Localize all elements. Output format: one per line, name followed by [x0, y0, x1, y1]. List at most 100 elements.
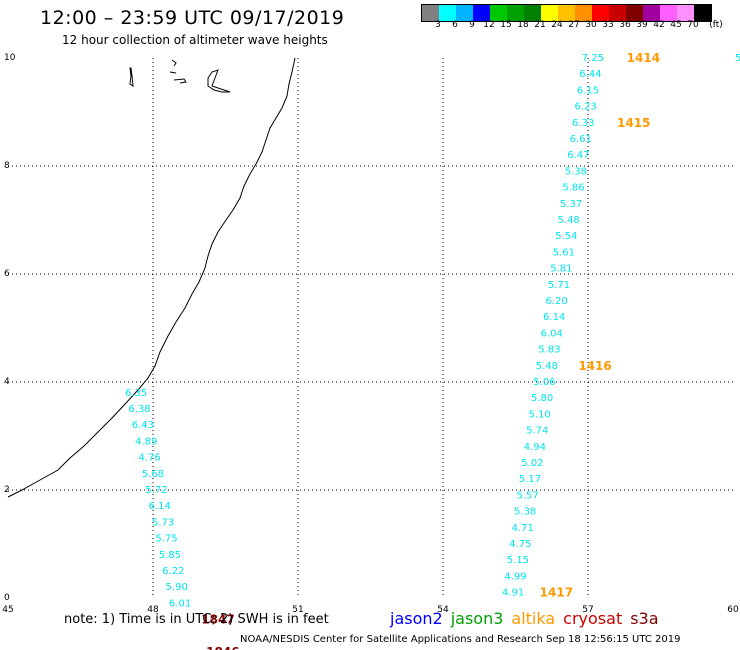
- swh-label: 5.17: [519, 474, 541, 485]
- legend-label: 36: [619, 20, 631, 30]
- pass-time-label: 1846: [206, 645, 239, 650]
- legend-swatch: [490, 5, 507, 21]
- satellite-name-cryosat: cryosat: [563, 609, 623, 628]
- coastline-path: [7, 57, 296, 498]
- legend-label: 33: [602, 20, 614, 30]
- swh-label: 6.47: [567, 150, 589, 161]
- swh-label: 5.38: [565, 166, 587, 177]
- legend-label: 24: [551, 20, 563, 30]
- legend-swatch: [473, 5, 490, 21]
- pass-time-label: 1415: [617, 116, 650, 130]
- pass-time-label: 1416: [578, 359, 611, 373]
- swh-label: 4.99: [504, 571, 526, 582]
- swh-label: 5.68: [142, 469, 164, 480]
- swh-label: 4.71: [512, 523, 534, 534]
- satellite-name-altika: altika: [511, 609, 556, 628]
- legend-label: 70: [687, 20, 699, 30]
- swh-label: 6.33: [572, 118, 594, 129]
- legend-swatch: [456, 5, 473, 21]
- pass-time-label: 1417: [540, 586, 573, 600]
- legend-swatch: [541, 5, 558, 21]
- edge-swh-label: 5: [735, 53, 740, 64]
- swh-label: 5.72: [145, 485, 167, 496]
- x-tick-label: 48: [147, 605, 159, 615]
- swh-label: 4.89: [135, 436, 157, 447]
- coastline: [7, 57, 296, 498]
- track-altika: 7.25 6.44 6.15 6.23 6.33 6.61 6.47 5.38 5.86 5.37…: [502, 51, 660, 600]
- legend-swatch: [660, 5, 677, 21]
- legend-label: 18: [517, 20, 529, 30]
- satellite-legend: jason2 jason3 altika cryosat s3a: [390, 609, 667, 628]
- swh-label: 5.74: [526, 426, 548, 437]
- legend-label: 12: [483, 20, 495, 30]
- legend-swatch: [592, 5, 609, 21]
- axis-labels: 45 48 51 54 57 60 0 2 4 6 8 10: [2, 53, 739, 615]
- swh-label: 5.48: [536, 361, 558, 372]
- y-tick-label: 6: [4, 269, 10, 279]
- legend-label: 15: [500, 20, 512, 30]
- y-tick-label: 2: [4, 485, 10, 495]
- swh-label: 6.14: [543, 312, 565, 323]
- swh-label: 5.90: [166, 582, 188, 593]
- swh-label: 5.10: [529, 409, 551, 420]
- x-tick-label: 57: [582, 605, 593, 615]
- swh-label: 5.71: [548, 280, 570, 291]
- legend-swatch: [575, 5, 592, 21]
- legend-label: 9: [469, 20, 475, 30]
- swh-label: 7.25: [582, 53, 604, 64]
- swh-label: 6.44: [579, 69, 601, 80]
- swh-label: 5.85: [159, 550, 181, 561]
- swh-label: 6.38: [128, 404, 150, 415]
- legend-swatch: [694, 5, 711, 21]
- swh-label: 6.01: [169, 598, 191, 609]
- satellite-name-s3a: s3a: [630, 609, 659, 628]
- legend-swatch: [677, 5, 694, 21]
- swh-label: 5.06: [533, 377, 555, 388]
- legend-label: 3: [435, 20, 441, 30]
- swh-label: 6.23: [574, 102, 596, 113]
- swh-label: 5.02: [521, 458, 543, 469]
- color-scale-labels: 3 6 9 12 15 18 21 24 27 30 33 36 39 42 45 70 (ft): [421, 20, 740, 34]
- swh-label: 4.75: [509, 539, 531, 550]
- swh-label: 4.91: [502, 588, 524, 599]
- swh-label: 5.57: [516, 490, 538, 501]
- swh-label: 6.15: [577, 85, 599, 96]
- swh-label: 5.48: [558, 215, 580, 226]
- swh-label: 5.86: [562, 183, 584, 194]
- x-tick-label: 60: [727, 605, 739, 615]
- swh-label: 6.35: [125, 388, 147, 399]
- swh-label: 5.80: [531, 393, 553, 404]
- swh-label: 6.04: [541, 328, 563, 339]
- pass-time-label: 1414: [627, 51, 660, 65]
- legend-swatch: [422, 5, 439, 21]
- x-tick-label: 54: [437, 605, 449, 615]
- legend-label: 39: [636, 20, 648, 30]
- swh-label: 5.61: [553, 247, 575, 258]
- swh-label: 5.73: [152, 517, 174, 528]
- y-tick-label: 0: [4, 593, 10, 603]
- page-title: 12:00 – 23:59 UTC 09/17/2019: [40, 7, 345, 29]
- legend-swatch: [524, 5, 541, 21]
- lat-lon-grid: [8, 58, 733, 598]
- legend-swatch: [507, 5, 524, 21]
- swh-label: 4.76: [138, 453, 160, 464]
- x-tick-label: 51: [292, 605, 303, 615]
- legend-label: 21: [534, 20, 546, 30]
- swh-label: 6.61: [570, 134, 592, 145]
- legend-label: 45: [670, 20, 682, 30]
- legend-swatch: [643, 5, 660, 21]
- swh-label: 6.14: [149, 501, 171, 512]
- legend-label: 42: [653, 20, 665, 30]
- x-tick-label: 45: [2, 605, 13, 615]
- page-subtitle: 12 hour collection of altimeter wave hei…: [62, 33, 328, 47]
- legend-swatch: [558, 5, 575, 21]
- legend-label: 6: [452, 20, 458, 30]
- y-tick-label: 8: [4, 161, 10, 171]
- swh-label: 5.37: [560, 199, 582, 210]
- swh-label: 6.22: [162, 566, 184, 577]
- swh-label: 4.94: [524, 442, 546, 453]
- swh-label: 5.83: [538, 345, 560, 356]
- swh-label: 6.20: [545, 296, 567, 307]
- legend-label: 30: [585, 20, 597, 30]
